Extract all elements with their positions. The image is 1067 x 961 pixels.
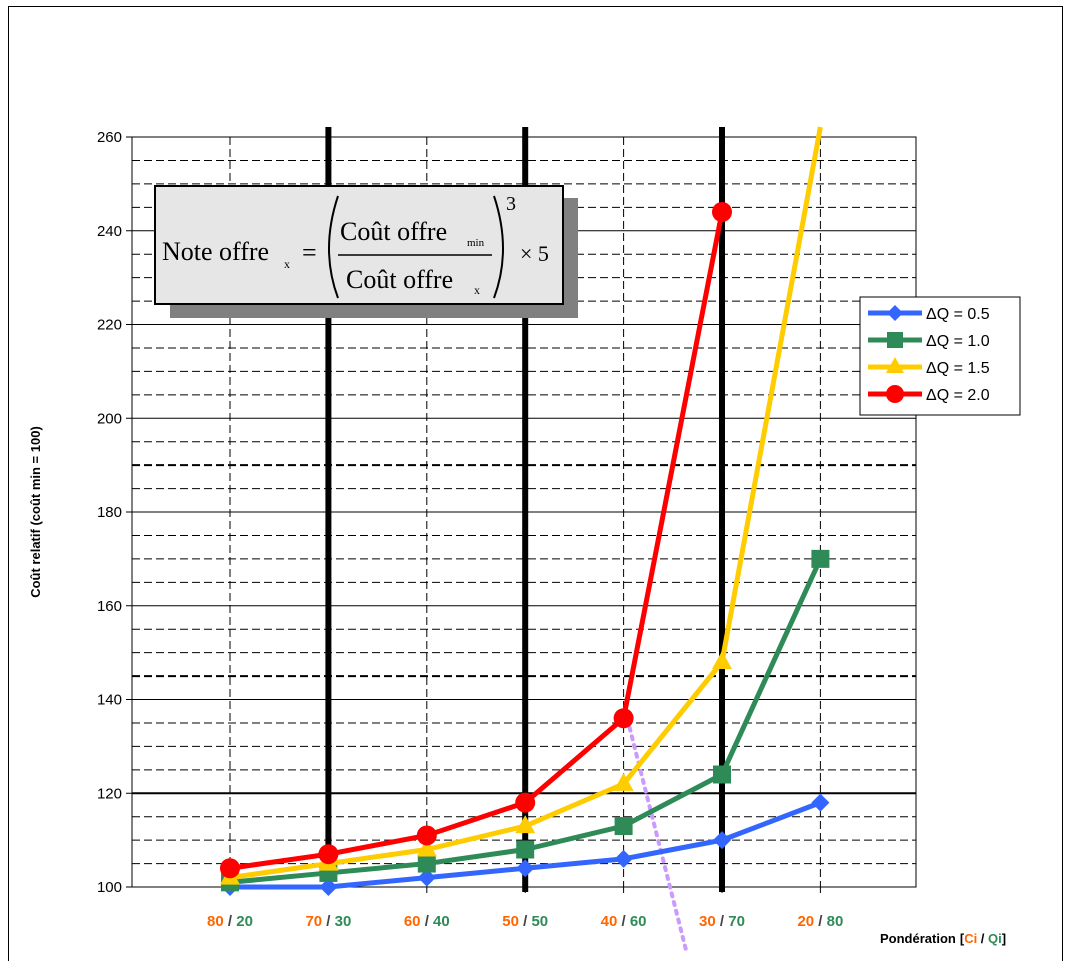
marker-diamond: [811, 793, 830, 812]
marker-square: [713, 765, 731, 784]
x-category-qi: 80: [827, 913, 844, 930]
formula-numerator: Coût offre: [340, 217, 447, 246]
marker-circle: [515, 792, 536, 813]
marker-triangle: [613, 772, 634, 791]
x-category-qi: 60: [630, 913, 647, 930]
x-axis-title-qi: Qi: [988, 931, 1002, 946]
x-category-qi: 70: [728, 913, 745, 930]
marker-triangle: [886, 357, 904, 373]
marker-circle: [416, 825, 437, 846]
x-axis-title-text: Pondération: [880, 931, 956, 946]
y-tick-label: 200: [97, 410, 122, 427]
marker-square: [887, 332, 903, 348]
x-category-sep: /: [617, 913, 630, 930]
x-category-label: 70 / 30: [305, 913, 351, 930]
x-category-qi: 40: [433, 913, 450, 930]
marker-circle: [613, 708, 634, 729]
legend-label: ΔQ = 0.5: [926, 306, 990, 323]
x-axis-title: Pondération [Ci / Qi]: [880, 931, 1006, 946]
y-axis-title: Coût relatif (coût min = 100): [28, 426, 43, 598]
x-category-label: 30 / 70: [699, 913, 745, 930]
marker-circle: [712, 202, 732, 222]
tick-labels: 100 120 140 160 180 200 220 240 260 80 / 20 70 / 3…: [97, 129, 843, 930]
legend: ΔQ = 0.5 ΔQ = 1.0 ΔQ = 1.5 ΔQ = 2.0: [859, 296, 1021, 416]
marker-diamond: [713, 831, 731, 850]
y-tick-label: 120: [97, 785, 122, 802]
y-tick-label: 160: [97, 598, 122, 615]
x-category-label: 80 / 20: [207, 913, 253, 930]
figure-frame: [8, 6, 1063, 961]
marker-triangle: [712, 651, 732, 669]
x-category-label: 20 / 80: [797, 913, 843, 930]
x-category-sep: /: [814, 913, 827, 930]
formula-numerator-sub: min: [467, 237, 485, 249]
formula-note-sub: x: [284, 257, 290, 271]
x-category-ci: 40: [601, 913, 618, 930]
formula-note-text: Note offre: [162, 237, 269, 266]
marker-triangle: [416, 838, 437, 857]
x-category-qi: 20: [236, 913, 253, 930]
x-axis-title-ci: Ci: [964, 931, 977, 946]
y-tick-label: 180: [97, 504, 122, 521]
y-tick-label: 100: [97, 879, 122, 896]
x-axis-title-bracket-close: ]: [1002, 931, 1006, 946]
y-tick-label: 260: [97, 129, 122, 146]
formula-exponent: 3: [506, 193, 516, 215]
legend-label: ΔQ = 2.0: [926, 387, 990, 404]
marker-diamond: [319, 878, 338, 896]
x-category-ci: 30: [699, 913, 716, 930]
formula-box: [154, 185, 564, 305]
x-axis-title-sep: /: [977, 931, 988, 946]
x-category-label: 60 / 40: [404, 913, 450, 930]
formula-denominator: Coût offre: [346, 265, 453, 294]
formula-equals: =: [302, 238, 317, 267]
x-category-sep: /: [322, 913, 335, 930]
marker-triangle: [515, 815, 536, 834]
x-axis-title-bracket-open: [: [960, 931, 965, 946]
formula-tail: × 5: [520, 241, 549, 266]
x-category-sep: /: [519, 913, 532, 930]
x-category-sep: /: [716, 913, 729, 930]
x-category-ci: 70: [305, 913, 322, 930]
series-square: [221, 549, 830, 892]
marker-diamond: [887, 305, 903, 321]
marker-circle: [318, 844, 339, 865]
series-line: [229, 211, 725, 871]
formula-denominator-sub: x: [474, 283, 480, 297]
series-lines: [220, 126, 830, 952]
x-category-label: 40 / 60: [601, 913, 647, 930]
marker-diamond: [516, 859, 535, 878]
marker-square: [614, 817, 633, 836]
marker-square: [516, 840, 535, 859]
legend-label: ΔQ = 1.5: [926, 360, 990, 377]
y-tick-label: 240: [97, 223, 122, 240]
series-diamond: [221, 793, 830, 896]
formula-left-paren: [328, 195, 339, 299]
marker-diamond: [614, 849, 633, 868]
x-category-ci: 50: [502, 913, 519, 930]
x-category-sep: /: [421, 913, 434, 930]
x-category-qi: 50: [531, 913, 548, 930]
marker-circle: [220, 858, 240, 879]
marker-square: [811, 549, 830, 568]
y-tick-label: 140: [97, 692, 122, 709]
x-category-ci: 60: [404, 913, 421, 930]
x-category-ci: 80: [207, 913, 224, 930]
series-circle: [220, 202, 732, 879]
x-category-ci: 20: [797, 913, 814, 930]
legend-label: ΔQ = 1.0: [926, 333, 990, 350]
x-category-qi: 30: [335, 913, 352, 930]
x-category-label: 50 / 50: [502, 913, 548, 930]
x-category-sep: /: [224, 913, 237, 930]
formula-right-paren: [493, 195, 504, 299]
marker-diamond: [417, 868, 436, 887]
formula-annotation: Note offre x = Coût offre min Coût offre…: [154, 185, 578, 318]
marker-circle: [886, 385, 904, 403]
marker-square: [417, 854, 436, 873]
y-tick-label: 220: [97, 317, 122, 334]
